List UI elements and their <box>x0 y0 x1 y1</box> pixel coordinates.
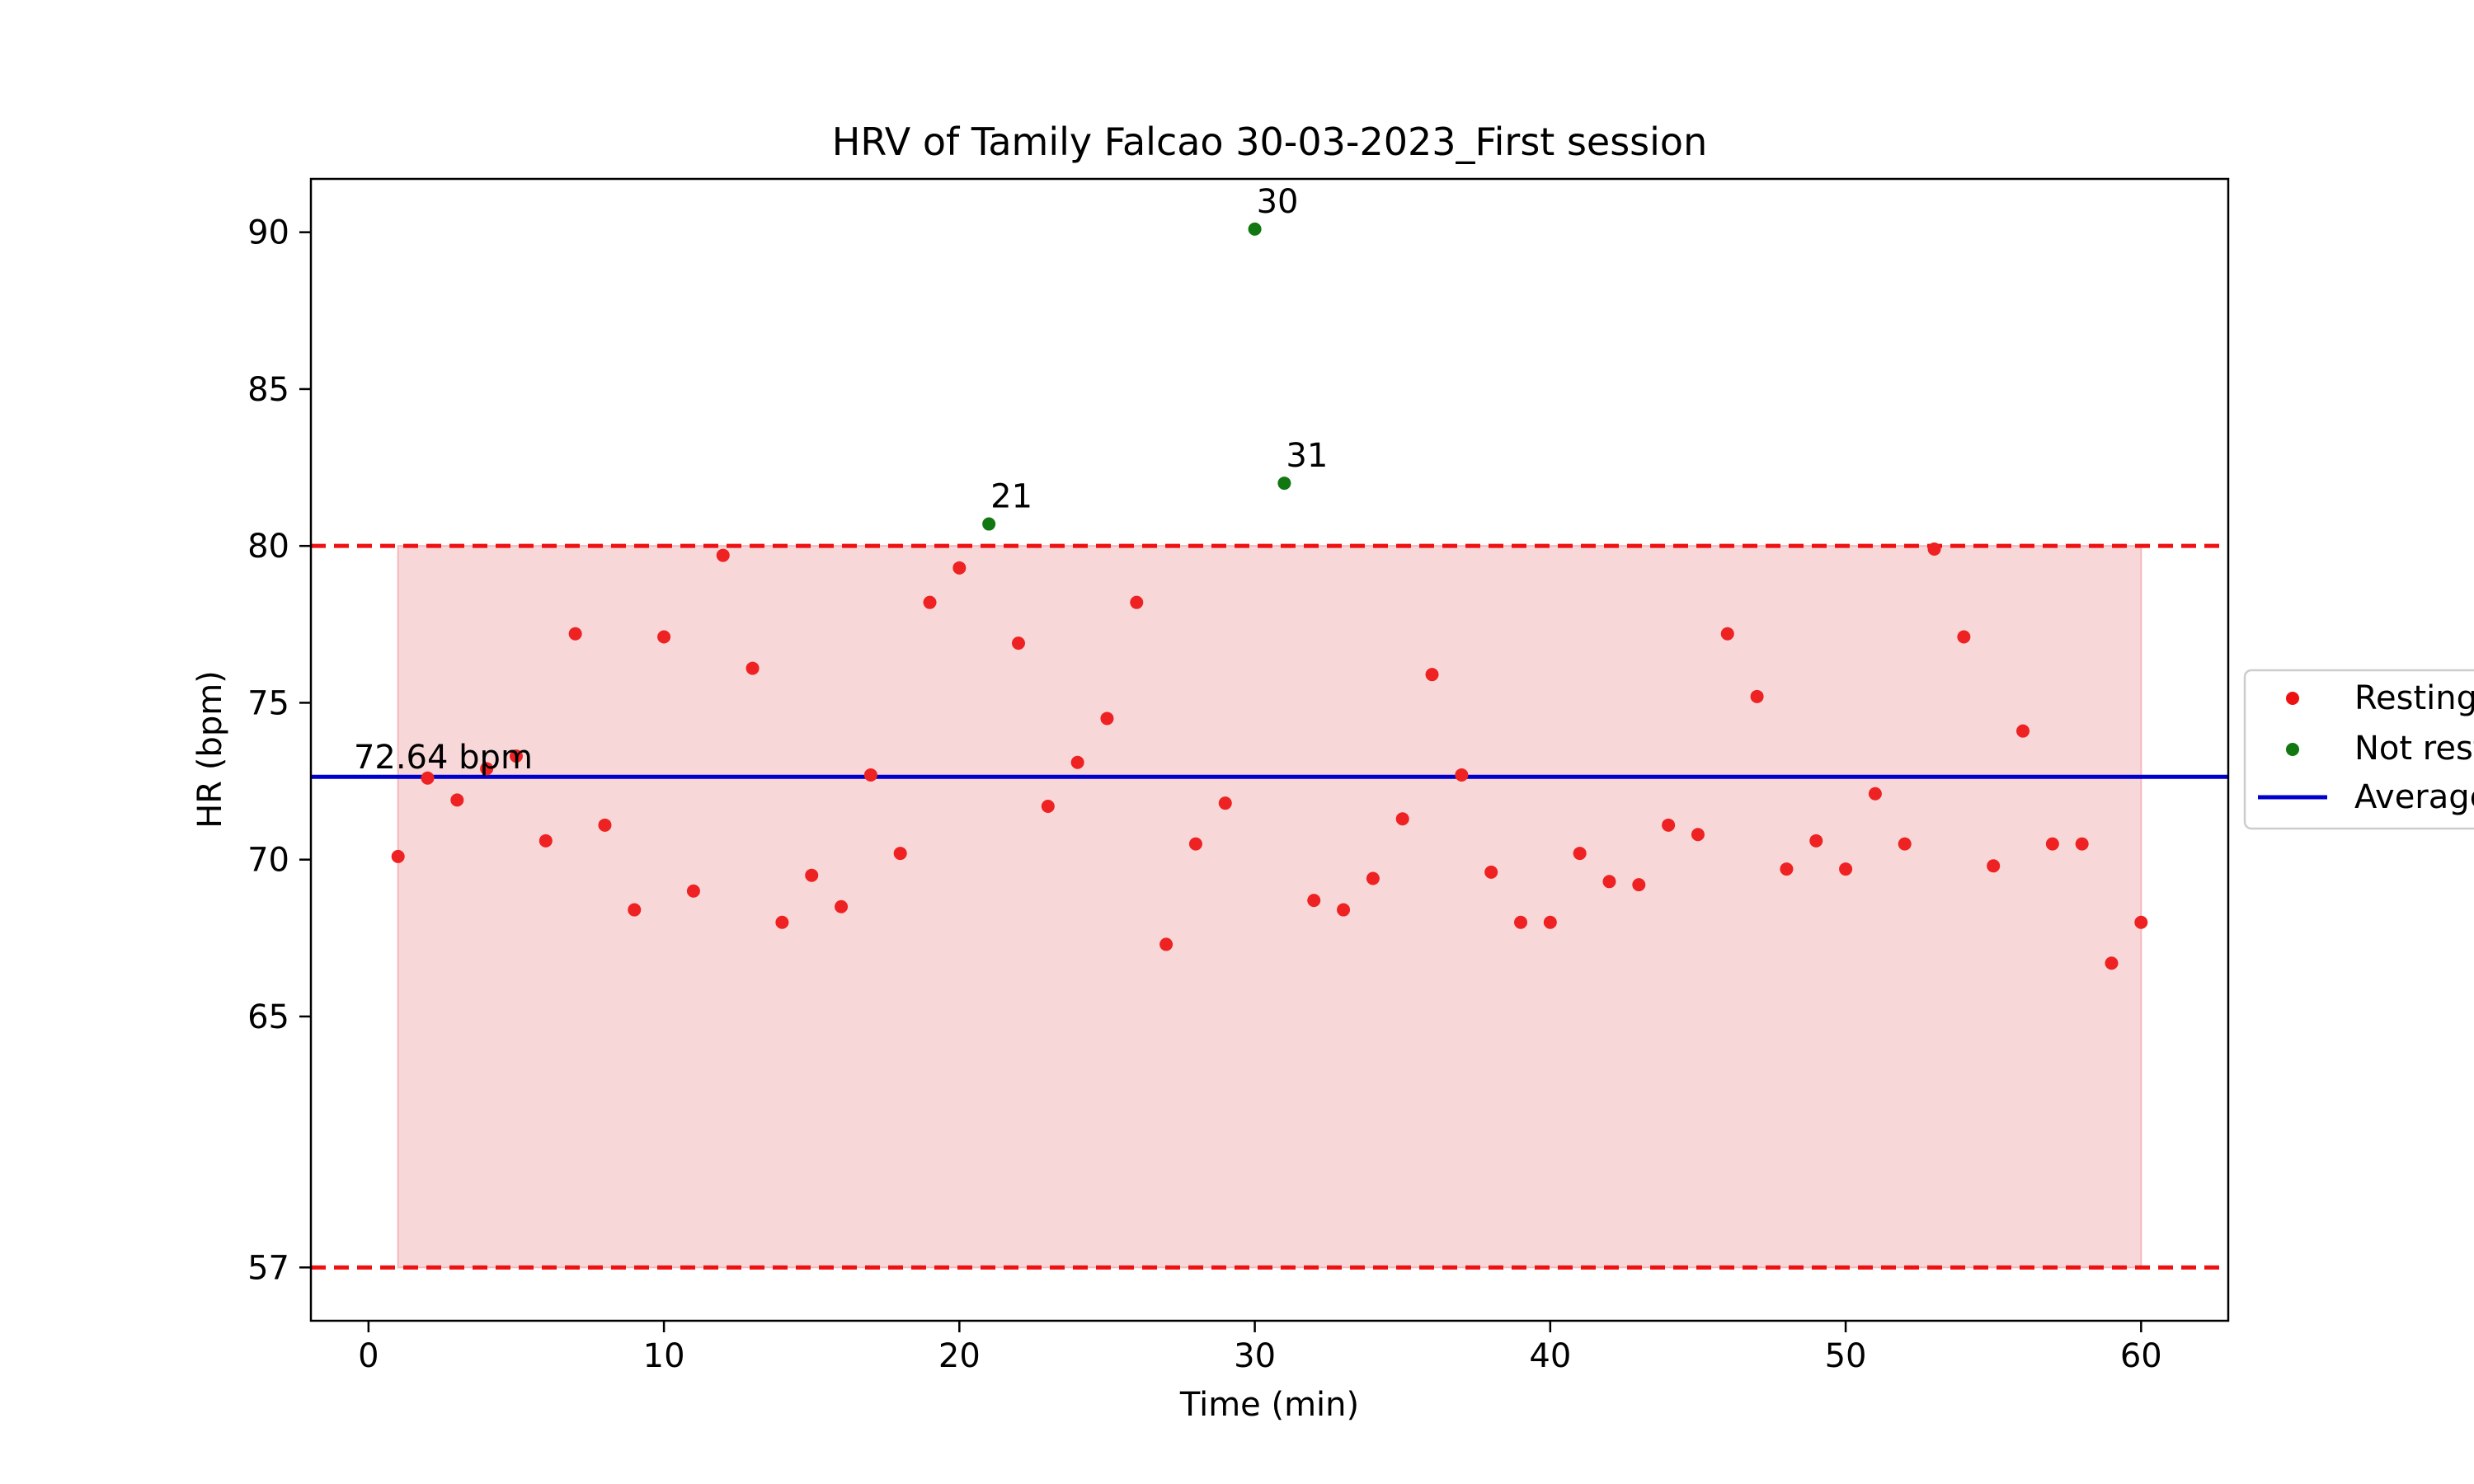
point-resting <box>745 661 760 675</box>
point-resting <box>628 903 642 917</box>
x-tick-label: 30 <box>1234 1337 1276 1375</box>
x-axis-label: Time (min) <box>1179 1386 1359 1424</box>
reference-lines-layer <box>311 543 2228 1270</box>
point-resting <box>1337 903 1351 917</box>
point-resting <box>2075 837 2089 851</box>
point-resting <box>893 847 907 861</box>
x-tick-label: 60 <box>2120 1337 2162 1375</box>
y-tick-label: 80 <box>247 528 289 566</box>
y-tick-label: 75 <box>247 684 289 722</box>
y-axis-label: HR (bpm) <box>191 670 229 829</box>
legend-marker-resting <box>2286 692 2299 705</box>
point-resting <box>1927 542 1941 556</box>
legend-label-average: Average <box>2354 778 2474 816</box>
legend-label-resting: Resting <box>2354 679 2474 717</box>
data-points-layer <box>391 222 2148 970</box>
x-tick-label: 0 <box>358 1337 379 1375</box>
chart-title: HRV of Tamily Falcao 30-03-2023_First se… <box>832 120 1707 164</box>
point-resting <box>657 630 671 644</box>
x-axis-ticks: 0 10 20 30 40 50 60 <box>358 1321 2162 1375</box>
point-not-resting <box>1248 222 1262 236</box>
y-tick-label: 85 <box>247 371 289 409</box>
point-resting <box>2045 837 2059 851</box>
resting-band <box>397 545 2142 1269</box>
point-resting <box>1425 668 1439 682</box>
point-label-not-resting: 21 <box>990 478 1032 516</box>
point-resting <box>1662 818 1676 832</box>
point-resting <box>1218 796 1232 810</box>
point-resting <box>1159 937 1174 951</box>
point-resting <box>1514 915 1528 929</box>
point-resting <box>1573 847 1587 861</box>
point-resting <box>1632 878 1646 892</box>
point-resting <box>1868 787 1882 801</box>
point-resting <box>1839 862 1853 876</box>
point-resting <box>1395 812 1409 826</box>
point-resting <box>775 915 789 929</box>
point-label-not-resting: 31 <box>1286 437 1328 475</box>
point-resting <box>835 899 849 913</box>
point-resting <box>805 868 819 882</box>
point-resting <box>539 834 553 848</box>
point-resting <box>1809 834 1823 848</box>
point-resting <box>1780 862 1794 876</box>
x-tick-label: 10 <box>643 1337 685 1375</box>
point-resting <box>450 793 464 807</box>
point-resting <box>923 595 937 609</box>
point-not-resting <box>1277 477 1291 491</box>
x-tick-label: 20 <box>938 1337 981 1375</box>
y-tick-label: 90 <box>247 214 289 252</box>
point-resting <box>598 818 612 832</box>
point-resting <box>1987 859 2001 873</box>
y-axis-ticks: 57 65 70 75 80 85 90 <box>247 214 311 1287</box>
point-resting <box>1366 871 1380 885</box>
point-resting <box>686 884 700 898</box>
point-resting <box>391 849 405 863</box>
point-resting <box>568 627 582 641</box>
plot-frame <box>309 177 2230 1322</box>
point-resting <box>1070 755 1084 769</box>
point-resting <box>1898 837 1912 851</box>
point-resting <box>1957 630 1971 644</box>
point-resting <box>1543 915 1557 929</box>
point-resting <box>1720 627 1734 641</box>
point-resting <box>1130 595 1144 609</box>
legend-label-not-resting: Not resting <box>2354 730 2474 768</box>
point-resting <box>863 768 877 782</box>
point-resting <box>1041 799 1055 813</box>
point-resting <box>1602 875 1616 889</box>
point-resting <box>952 561 967 575</box>
y-tick-label: 57 <box>247 1249 289 1287</box>
point-resting <box>1750 689 1764 703</box>
point-resting <box>1484 865 1498 879</box>
point-label-not-resting: 30 <box>1257 183 1299 221</box>
x-tick-label: 40 <box>1529 1337 1571 1375</box>
legend-marker-not-resting <box>2286 743 2299 756</box>
point-not-resting <box>982 517 996 531</box>
point-resting <box>1188 837 1202 851</box>
point-resting <box>2105 956 2119 970</box>
point-resting <box>1011 636 1025 650</box>
point-resting <box>2016 724 2030 738</box>
y-tick-label: 70 <box>247 842 289 880</box>
legend-box <box>2243 669 2474 830</box>
point-resting <box>1455 768 1469 782</box>
x-tick-label: 50 <box>1825 1337 1867 1375</box>
point-resting <box>1691 828 1705 842</box>
point-resting <box>480 762 494 776</box>
point-resting <box>421 771 435 785</box>
point-labels-layer: 72.64 bpm 21 30 31 <box>354 183 1328 777</box>
point-resting <box>509 749 523 763</box>
point-resting <box>1100 711 1114 726</box>
legend: Resting Not resting Average <box>2243 669 2474 830</box>
resting-band-layer <box>397 545 2142 1269</box>
point-resting <box>1307 894 1321 908</box>
point-resting <box>716 548 730 562</box>
point-resting <box>2134 915 2148 929</box>
y-tick-label: 65 <box>247 998 289 1036</box>
average-label: 72.64 bpm <box>354 739 533 777</box>
